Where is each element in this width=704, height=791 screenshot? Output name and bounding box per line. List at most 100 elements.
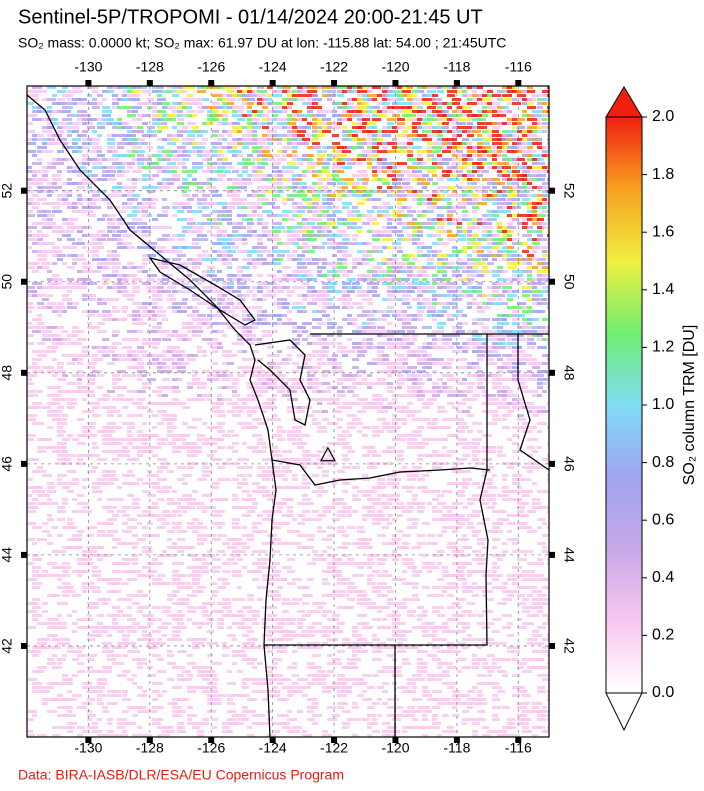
pixel (382, 422, 390, 425)
pixel (97, 302, 107, 305)
pixel (212, 154, 221, 157)
pixel (37, 106, 42, 109)
pixel (252, 166, 261, 169)
pixel (517, 446, 522, 449)
pixel (202, 182, 211, 185)
pixel (377, 114, 387, 117)
pixel (307, 382, 312, 385)
pixel (27, 266, 35, 269)
pixel (467, 398, 477, 401)
pixel (277, 122, 286, 125)
pixel (532, 158, 540, 161)
pixel (392, 130, 398, 133)
pixel (287, 390, 297, 393)
pixel (157, 238, 163, 241)
pixel (37, 286, 44, 289)
pixel (167, 250, 173, 253)
pixel (442, 118, 448, 121)
pixel (27, 226, 37, 229)
pixel (332, 102, 341, 105)
pixel (92, 194, 100, 197)
pixel (432, 390, 438, 393)
pixel (487, 262, 494, 265)
pixel (362, 102, 369, 105)
pixel (462, 158, 469, 161)
pixel (472, 242, 481, 245)
pixel (457, 262, 463, 265)
pixel (382, 178, 389, 181)
pixel (467, 222, 474, 225)
pixel (367, 242, 372, 245)
pixel (162, 318, 168, 321)
pixel (227, 254, 233, 257)
pixel (467, 414, 474, 417)
pixel (222, 302, 228, 305)
pixel (482, 258, 488, 261)
pixel (547, 134, 549, 137)
pixel (497, 278, 507, 281)
pixel (407, 410, 412, 413)
pixel (267, 122, 272, 125)
pixel (472, 298, 477, 301)
pixel (332, 142, 340, 145)
pixel (382, 126, 391, 129)
pixel (402, 318, 412, 321)
pixel (312, 94, 318, 97)
pixel (32, 202, 40, 205)
pixel (417, 370, 426, 373)
pixel (127, 298, 134, 301)
pixel (232, 190, 242, 193)
pixel (102, 406, 109, 409)
pixel (507, 266, 517, 269)
pixel (487, 302, 494, 305)
pixel (487, 154, 496, 157)
pixel (237, 410, 243, 413)
pixel (537, 302, 543, 305)
pixel (262, 334, 267, 337)
pixel (317, 182, 323, 185)
pixel (452, 306, 458, 309)
pixel (422, 118, 431, 121)
pixel (502, 162, 509, 165)
pixel (27, 306, 35, 309)
pixel (57, 418, 67, 421)
pixel (537, 234, 543, 237)
pixel (357, 214, 365, 217)
pixel (52, 102, 60, 105)
pixel (377, 206, 386, 209)
pixel (362, 254, 368, 257)
pixel (282, 302, 290, 305)
pixel (457, 430, 465, 433)
pixel (117, 414, 122, 417)
pixel (332, 246, 339, 249)
pixel (47, 142, 56, 145)
pixel (142, 158, 151, 161)
pixel (37, 186, 43, 189)
pixel (342, 146, 347, 149)
pixel (277, 430, 286, 433)
pixel (397, 354, 404, 357)
pixel (217, 138, 226, 141)
pixel (102, 278, 110, 281)
pixel (247, 318, 253, 321)
pixel (452, 298, 462, 301)
pixel (187, 138, 195, 141)
pixel (437, 134, 443, 137)
pixel (87, 174, 95, 177)
pixel (67, 230, 74, 233)
pixel (507, 182, 512, 185)
pixel (252, 234, 257, 237)
pixel (237, 374, 245, 377)
pixel (152, 102, 161, 105)
pixel (222, 378, 231, 381)
pixel (272, 94, 282, 97)
pixel (152, 90, 162, 93)
pixel (92, 238, 98, 241)
pixel (472, 162, 480, 165)
pixel (252, 306, 262, 309)
pixel (267, 174, 272, 177)
pixel (37, 350, 47, 353)
pixel (477, 154, 485, 157)
pixel (97, 178, 107, 181)
pixel (337, 382, 343, 385)
